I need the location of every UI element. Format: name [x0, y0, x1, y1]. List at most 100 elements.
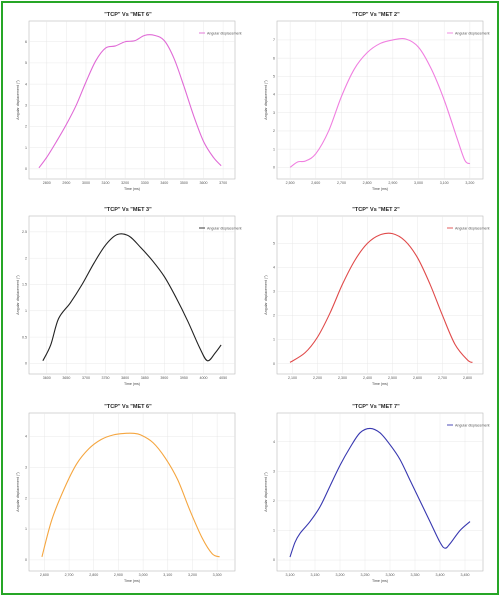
x-tick-label: 3,200	[188, 573, 197, 577]
chart-panel-2: "TCP" Vs "MET 2" 0 1 2 3 4 5 6 7 2,500 2,600 2,70…	[261, 7, 491, 193]
y-tick-label: 0	[273, 558, 275, 562]
x-tick-label: 2,600	[311, 181, 320, 185]
legend-label: Angular displacement	[207, 31, 242, 35]
chart-title: "TCP" Vs "MET 3"	[104, 207, 152, 213]
y-tick-labels: 0 1 2 3 4 5	[273, 241, 275, 365]
x-tick-labels: 2800 2900 3000 3100 3200 3300 3400 3500 3600 3700	[43, 181, 227, 185]
x-tick-label: 3650	[62, 376, 70, 380]
x-tick-label: 3,300	[213, 573, 222, 577]
x-tick-label: 3400	[160, 181, 168, 185]
legend-label: Angular displacement	[455, 423, 490, 427]
y-tick-label: 0	[25, 167, 27, 171]
y-tick-label: 0.5	[22, 335, 27, 339]
chart-3-svg: "TCP" Vs "MET 3" 0 0.5 1 1.5 2 2.5 3600 3650 37…	[16, 207, 242, 386]
y-tick-label: 4	[273, 440, 275, 444]
y-axis-label: Angular displacement (°)	[16, 275, 20, 314]
y-tick-label: 6	[273, 56, 275, 60]
y-tick-label: 2	[25, 496, 27, 500]
y-tick-labels: 0 1 2 3 4 5 6	[25, 40, 27, 171]
y-tick-label: 1	[25, 309, 27, 313]
x-tick-label: 3,400	[436, 573, 445, 577]
y-tick-label: 5	[273, 75, 275, 79]
gridlines	[29, 413, 235, 571]
x-axis-label: Time (ms)	[124, 579, 140, 583]
x-tick-label: 2,900	[388, 181, 397, 185]
y-axis-label: Angular displacement (°)	[264, 80, 268, 119]
x-tick-label: 2,300	[338, 376, 347, 380]
chart-title: "TCP" Vs "MET 6"	[104, 12, 152, 18]
chart-2-svg: "TCP" Vs "MET 2" 0 1 2 3 4 5 6 7 2,500 2,600 2,70…	[264, 12, 490, 191]
x-tick-label: 2900	[62, 181, 70, 185]
legend: Angular displacement	[447, 226, 490, 230]
y-tick-label: 4	[25, 82, 27, 86]
x-tick-labels: 3600 3650 3700 3750 3800 3850 3900 3950 4000 4050	[43, 376, 227, 380]
series-line	[42, 233, 222, 362]
series-line	[289, 427, 471, 558]
x-tick-label: 2,700	[65, 573, 74, 577]
series-line	[289, 232, 473, 363]
plot-area	[276, 412, 484, 572]
chart-title: "TCP" Vs "MET 7"	[352, 404, 400, 410]
legend-label: Angular displacement	[207, 226, 242, 230]
y-tick-label: 6	[25, 40, 27, 44]
x-tick-label: 4050	[219, 376, 227, 380]
x-tick-label: 2,800	[363, 181, 372, 185]
x-axis-label: Time (ms)	[124, 382, 140, 386]
legend-label: Angular displacement	[455, 226, 490, 230]
y-axis-label: Angular displacement (°)	[264, 275, 268, 314]
y-tick-label: 0	[273, 362, 275, 366]
y-tick-labels: 0 1 2 3 4	[25, 435, 27, 562]
y-tick-label: 3	[273, 290, 275, 294]
y-tick-label: 3	[25, 466, 27, 470]
y-tick-label: 2	[273, 314, 275, 318]
x-tick-label: 3,000	[139, 573, 148, 577]
x-tick-label: 3,450	[461, 573, 470, 577]
y-tick-label: 5	[273, 241, 275, 245]
chart-title: "TCP" Vs "MET 2"	[352, 207, 400, 213]
x-tick-label: 3850	[141, 376, 149, 380]
chart-title: "TCP" Vs "MET 2"	[352, 12, 400, 18]
y-tick-labels: 0 0.5 1 1.5 2 2.5	[22, 230, 27, 365]
x-tick-label: 2,700	[438, 376, 447, 380]
plot-area	[276, 215, 484, 375]
chart-title: "TCP" Vs "MET 6"	[104, 404, 152, 410]
y-tick-label: 5	[25, 61, 27, 65]
x-tick-label: 2,600	[40, 573, 49, 577]
y-tick-labels: 0 1 2 3 4 5 6 7	[273, 38, 275, 169]
y-tick-label: 2.5	[22, 230, 27, 234]
x-tick-label: 3,100	[440, 181, 449, 185]
y-tick-label: 2	[25, 125, 27, 129]
x-tick-label: 3,200	[336, 573, 345, 577]
x-tick-label: 3,150	[311, 573, 320, 577]
x-tick-label: 3,300	[386, 573, 395, 577]
x-tick-label: 3000	[82, 181, 90, 185]
x-tick-label: 3750	[102, 376, 110, 380]
y-tick-label: 2	[273, 129, 275, 133]
x-tick-label: 2,100	[288, 376, 297, 380]
x-tick-label: 2,800	[89, 573, 98, 577]
gridlines	[277, 413, 483, 571]
y-axis-label: Angular displacement (°)	[264, 472, 268, 511]
x-tick-label: 3600	[43, 376, 51, 380]
x-tick-label: 3600	[199, 181, 207, 185]
y-tick-labels: 0 1 2 3 4	[273, 440, 275, 562]
x-axis-label: Time (ms)	[372, 579, 388, 583]
legend: Angular displacement	[199, 31, 242, 35]
x-tick-label: 3,350	[411, 573, 420, 577]
series-line	[38, 34, 222, 169]
chart-panel-1: "TCP" Vs "MET 6" 0 1 2 3 4 5 6 2800 2900 3000 310…	[13, 7, 243, 193]
y-axis-label: Angular displacement (°)	[16, 80, 20, 119]
plot-area	[28, 20, 236, 180]
gridlines	[29, 21, 235, 179]
y-tick-label: 1	[273, 147, 275, 151]
x-tick-label: 3200	[121, 181, 129, 185]
plot-area	[276, 20, 484, 180]
y-tick-label: 7	[273, 38, 275, 42]
x-tick-labels: 2,500 2,600 2,700 2,800 2,900 3,000 3,100 3,200	[286, 181, 475, 185]
x-axis-label: Time (ms)	[372, 382, 388, 386]
x-tick-label: 3900	[160, 376, 168, 380]
